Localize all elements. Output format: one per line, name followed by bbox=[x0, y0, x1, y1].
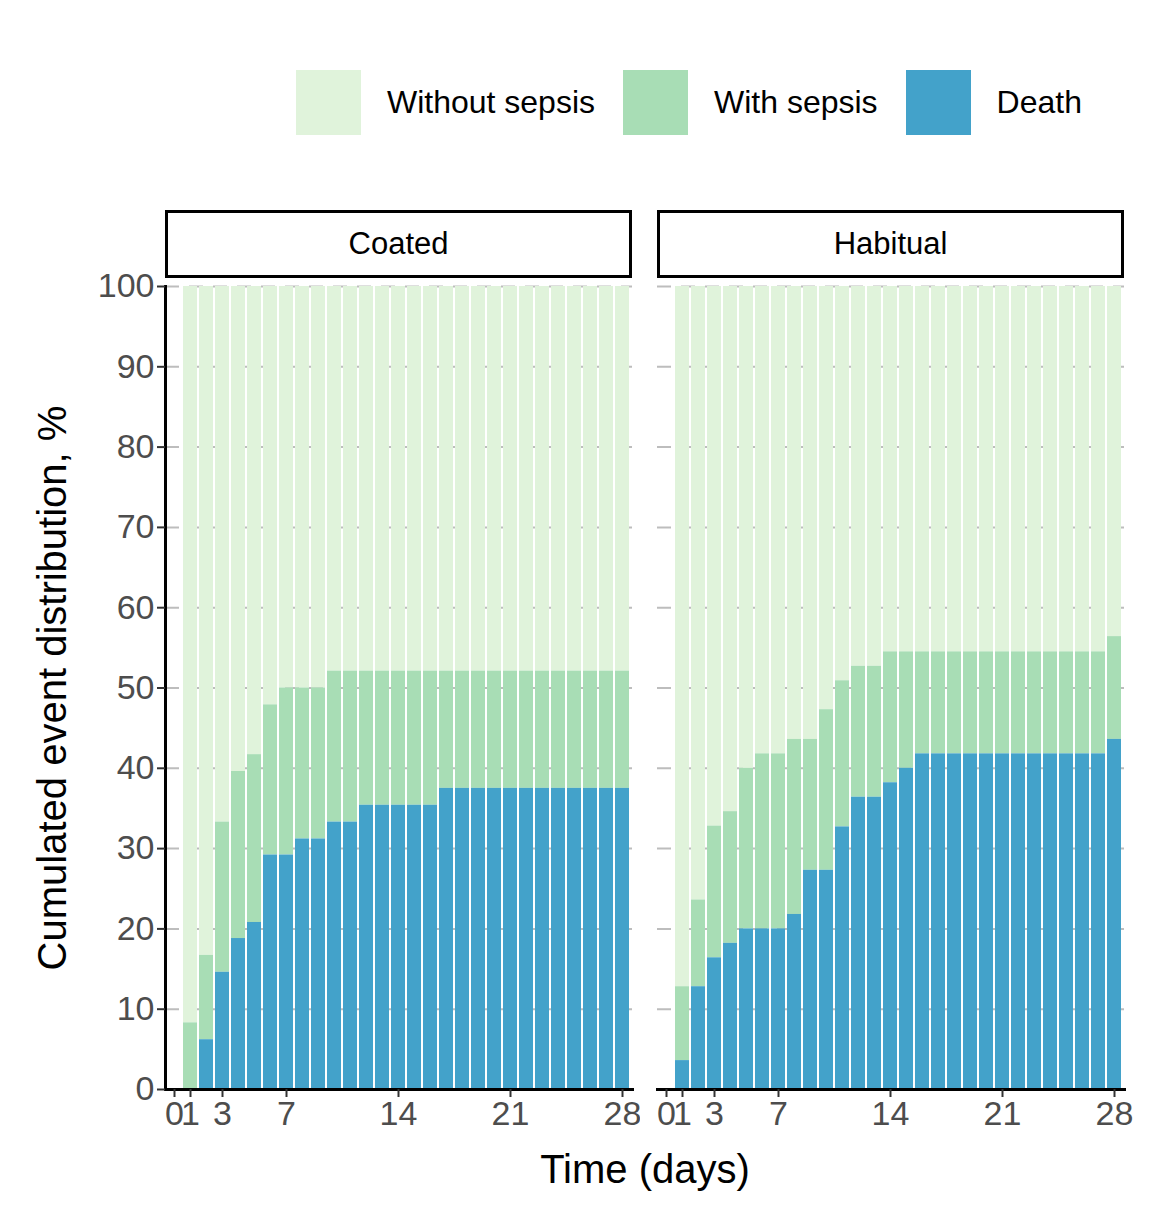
svg-text:7: 7 bbox=[769, 1094, 788, 1132]
svg-text:20: 20 bbox=[117, 909, 155, 947]
svg-text:14: 14 bbox=[872, 1094, 910, 1132]
html-text:Time (days): Time (days) bbox=[540, 1147, 750, 1191]
svg-text:40: 40 bbox=[117, 748, 155, 786]
svg-text:30: 30 bbox=[117, 828, 155, 866]
html-text:Habitual: Habitual bbox=[833, 226, 948, 261]
svg-text:50: 50 bbox=[117, 668, 155, 706]
svg-text:0: 0 bbox=[165, 1093, 184, 1132]
svg-text:80: 80 bbox=[117, 427, 155, 465]
html-text:Coated: Coated bbox=[348, 226, 449, 261]
svg-text:0: 0 bbox=[657, 1093, 676, 1132]
svg-text:0: 0 bbox=[136, 1069, 155, 1107]
svg-text:21: 21 bbox=[492, 1094, 530, 1132]
svg-text:Cumulated event distribution,: Cumulated event distribution, % bbox=[30, 406, 74, 971]
svg-text:60: 60 bbox=[117, 588, 155, 626]
svg-text:70: 70 bbox=[117, 507, 155, 545]
svg-text:100: 100 bbox=[98, 266, 155, 304]
svg-text:90: 90 bbox=[117, 347, 155, 385]
svg-text:3: 3 bbox=[213, 1094, 232, 1132]
svg-text:21: 21 bbox=[984, 1094, 1022, 1132]
svg-text:14: 14 bbox=[380, 1094, 418, 1132]
svg-text:28: 28 bbox=[604, 1094, 642, 1132]
html-text:Death: Death bbox=[996, 84, 1082, 120]
svg-text:28: 28 bbox=[1096, 1094, 1134, 1132]
svg-text:10: 10 bbox=[117, 989, 155, 1027]
svg-text:7: 7 bbox=[277, 1094, 296, 1132]
svg-text:1: 1 bbox=[181, 1094, 200, 1132]
svg-text:3: 3 bbox=[705, 1094, 724, 1132]
html-text:With sepsis: With sepsis bbox=[714, 84, 878, 120]
svg-text:1: 1 bbox=[673, 1094, 692, 1132]
html-text:Without sepsis: Without sepsis bbox=[386, 84, 595, 120]
